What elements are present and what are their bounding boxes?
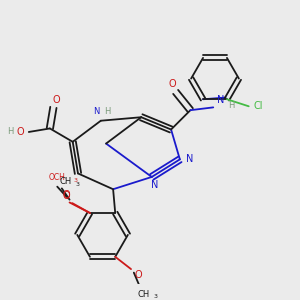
Text: O: O [52,95,60,105]
Text: O: O [62,190,70,200]
Text: H: H [7,128,14,136]
Text: 3: 3 [153,294,157,299]
Text: O: O [168,79,176,89]
Text: 3: 3 [75,182,79,187]
Text: CH: CH [59,177,71,186]
Text: H: H [228,101,235,110]
Text: N: N [151,180,158,190]
Text: O: O [134,270,142,280]
Text: O: O [62,191,70,201]
Text: Cl: Cl [254,101,263,111]
Text: CH: CH [137,290,149,299]
Text: N: N [93,107,100,116]
Text: OCH: OCH [49,173,66,182]
Text: H: H [104,107,110,116]
Text: N: N [217,94,225,105]
Text: N: N [186,154,194,164]
Text: 3: 3 [73,178,77,183]
Text: O: O [16,127,24,137]
